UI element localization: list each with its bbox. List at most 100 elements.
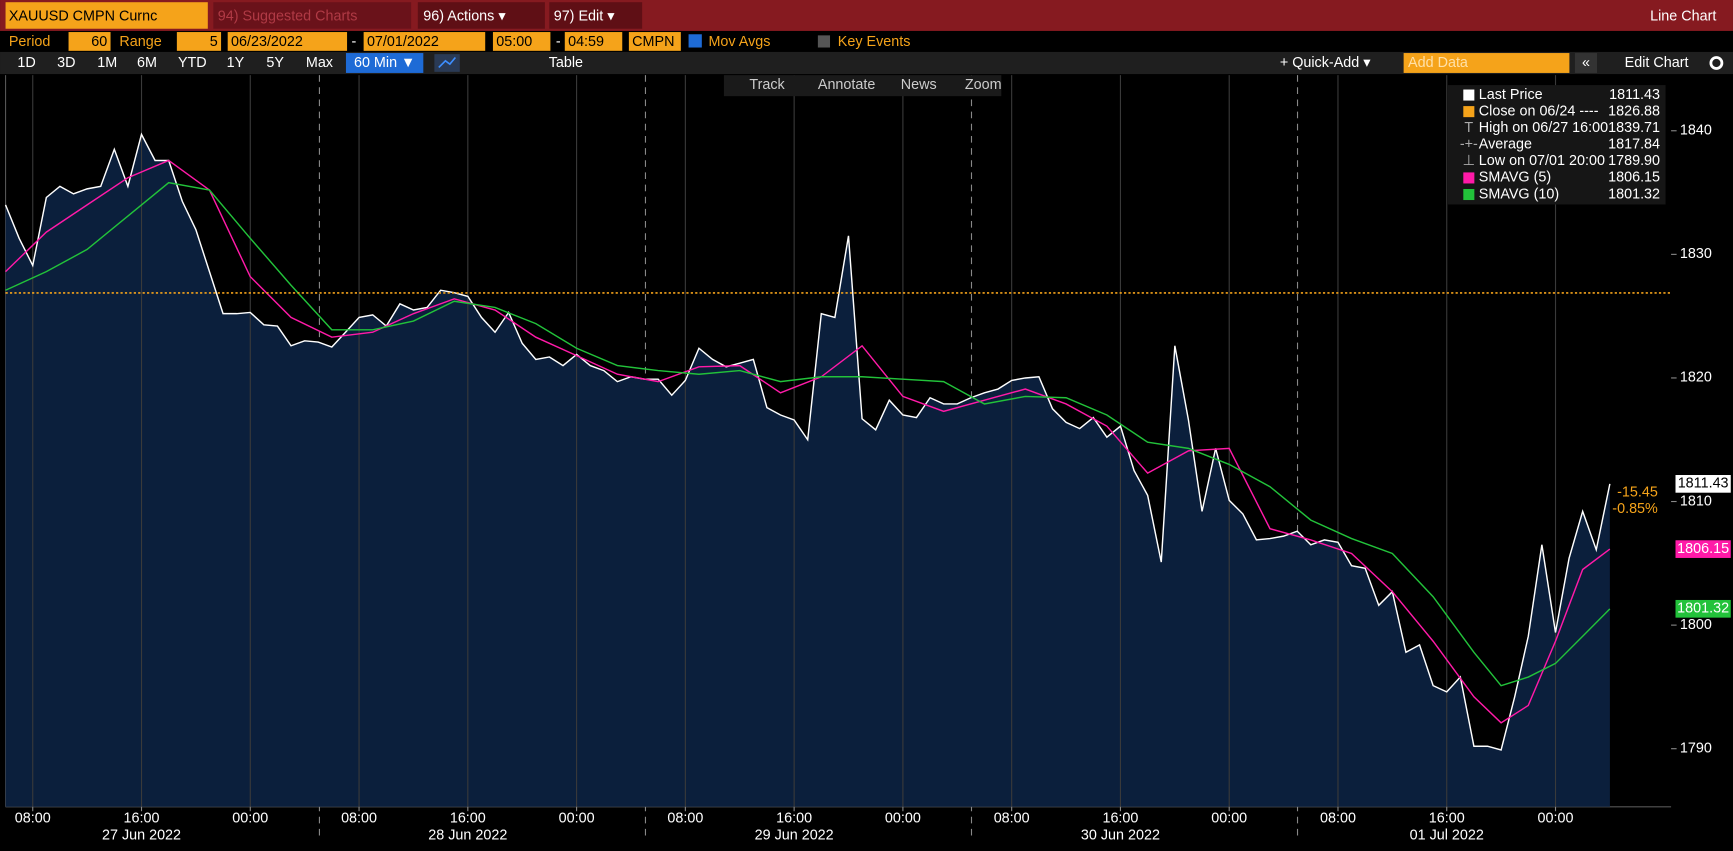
last-value-tag [1675, 599, 1731, 618]
range-button[interactable]: 6M [137, 55, 157, 71]
edit[interactable]: 97) Edit ▾ [554, 8, 615, 24]
interval[interactable]: 60 Min ▼ [354, 55, 415, 71]
legend-value: 1839.71 [1608, 120, 1660, 136]
legend [1447, 85, 1666, 205]
mov-avgs-checkbox[interactable] [688, 34, 702, 48]
x-tick-label: 16:00 [124, 811, 160, 827]
range-button[interactable]: 1D [17, 55, 35, 71]
period-label: Period [9, 34, 51, 50]
x-tick-label: 08:00 [667, 811, 703, 827]
legend-label: Average [1479, 137, 1532, 153]
end-time-field[interactable] [564, 32, 623, 51]
range[interactable]: 5 [210, 34, 218, 50]
x-tick-label: 00:00 [885, 811, 921, 827]
legend-glyph: -+- [1460, 137, 1478, 153]
chart-tools [723, 75, 1002, 97]
x-tick-label: 16:00 [776, 811, 812, 827]
y-tick-label: 1820 [1680, 370, 1712, 386]
period-field[interactable] [68, 32, 111, 51]
legend-label: Last Price [1479, 87, 1543, 103]
x-tick-label: 08:00 [1320, 811, 1356, 827]
last-value-tag [1675, 475, 1731, 493]
legend-glyph: T [1464, 120, 1473, 136]
separator: - [351, 34, 356, 50]
line-icon-glyph [438, 56, 457, 69]
chart-toolbar [0, 51, 1733, 75]
x-date-label: 28 Jun 2022 [428, 827, 507, 843]
series-line [5, 159, 1611, 724]
legend-value: 1826.88 [1608, 103, 1660, 119]
range-button[interactable]: Max [306, 55, 334, 71]
start-date-field[interactable] [227, 32, 348, 51]
chart-tool[interactable]: Track [749, 77, 785, 93]
x-date-label: 01 Jul 2022 [1410, 827, 1484, 843]
key-events[interactable]: Key Events [838, 34, 911, 50]
legend-swatch [1463, 172, 1475, 184]
x-tick-label: 00:00 [1538, 811, 1574, 827]
y-tick-label: 1840 [1680, 123, 1712, 139]
chart-tool[interactable]: Annotate [818, 77, 876, 93]
interval-button[interactable] [345, 53, 424, 73]
chart-tool[interactable]: Zoom [965, 77, 1002, 93]
y-tick-label: 1830 [1680, 246, 1712, 262]
collapse-button[interactable] [1574, 53, 1598, 73]
key-events-checkbox[interactable] [817, 35, 831, 48]
y-tick-label: 1800 [1680, 617, 1712, 633]
tools: Track Annotate News Zoom [749, 77, 1001, 93]
security[interactable]: XAUUSD CMPN Curnc [9, 8, 157, 24]
source-field[interactable] [628, 32, 681, 51]
range-button[interactable]: 1Y [227, 55, 245, 71]
change-value: -15.45 [1617, 484, 1658, 500]
end-time[interactable]: 04:59 [568, 34, 604, 50]
actions[interactable]: 96) Actions ▾ [423, 8, 505, 24]
edit-chart[interactable]: Edit Chart [1625, 55, 1689, 71]
range-button[interactable]: YTD [178, 55, 207, 71]
separator: - [556, 34, 561, 50]
legend-swatch [1463, 106, 1475, 118]
quick-add[interactable]: + Quick-Add ▾ [1280, 55, 1371, 71]
end-date[interactable]: 07/01/2022 [367, 34, 439, 50]
last-value-label: 1806.15 [1677, 541, 1729, 557]
plot [4, 75, 1677, 812]
settings-icon[interactable] [1709, 56, 1724, 70]
y-tick-label: 1810 [1680, 493, 1712, 509]
collapse-icon[interactable]: « [1582, 55, 1590, 71]
legend-label: Low on 07/01 20:00 [1479, 153, 1605, 169]
legend-label: High on 06/27 16:00 [1479, 120, 1608, 136]
legend-entries: Last Price 1811.43 Close on 06/24 ---- 1826… [1460, 87, 1660, 202]
add-data-field[interactable] [1403, 53, 1570, 73]
legend-value: 1811.43 [1609, 87, 1660, 103]
edit-button[interactable] [549, 2, 643, 29]
x-tick-label: 00:00 [559, 811, 595, 827]
legend-value: 1806.15 [1608, 170, 1660, 186]
chart-tool[interactable]: News [901, 77, 937, 93]
x-date-label: 27 Jun 2022 [102, 827, 181, 843]
range-button[interactable]: 1M [97, 55, 117, 71]
x-tick-label: 16:00 [450, 811, 486, 827]
actions-button[interactable] [417, 2, 545, 29]
legend-value: 1789.90 [1608, 153, 1660, 169]
series-line [5, 181, 1611, 687]
end-date-field[interactable] [363, 32, 486, 51]
add-data[interactable]: Add Data [1408, 55, 1468, 71]
suggested[interactable]: 94) Suggested Charts [218, 8, 358, 24]
x-tick-label: 16:00 [1429, 811, 1465, 827]
range-button[interactable]: 5Y [266, 55, 284, 71]
security-box[interactable] [5, 2, 208, 29]
start-date[interactable]: 06/23/2022 [231, 34, 303, 50]
source[interactable]: CMPN [632, 34, 674, 50]
suggested-button[interactable] [213, 2, 412, 29]
legend-label: SMAVG (10) [1479, 186, 1559, 202]
range-field[interactable] [176, 32, 222, 51]
x-tick-label: 00:00 [232, 811, 268, 827]
mov-avgs[interactable]: Mov Avgs [708, 34, 770, 50]
period[interactable]: 60 [91, 34, 107, 50]
range-button[interactable]: 3D [57, 55, 75, 71]
start-time-field[interactable] [492, 32, 551, 51]
x-tick-label: 08:00 [341, 811, 377, 827]
legend-swatch [1463, 89, 1475, 101]
table[interactable]: Table [549, 55, 583, 71]
start-time[interactable]: 05:00 [496, 34, 532, 50]
change-percent: -0.85% [1612, 501, 1658, 517]
